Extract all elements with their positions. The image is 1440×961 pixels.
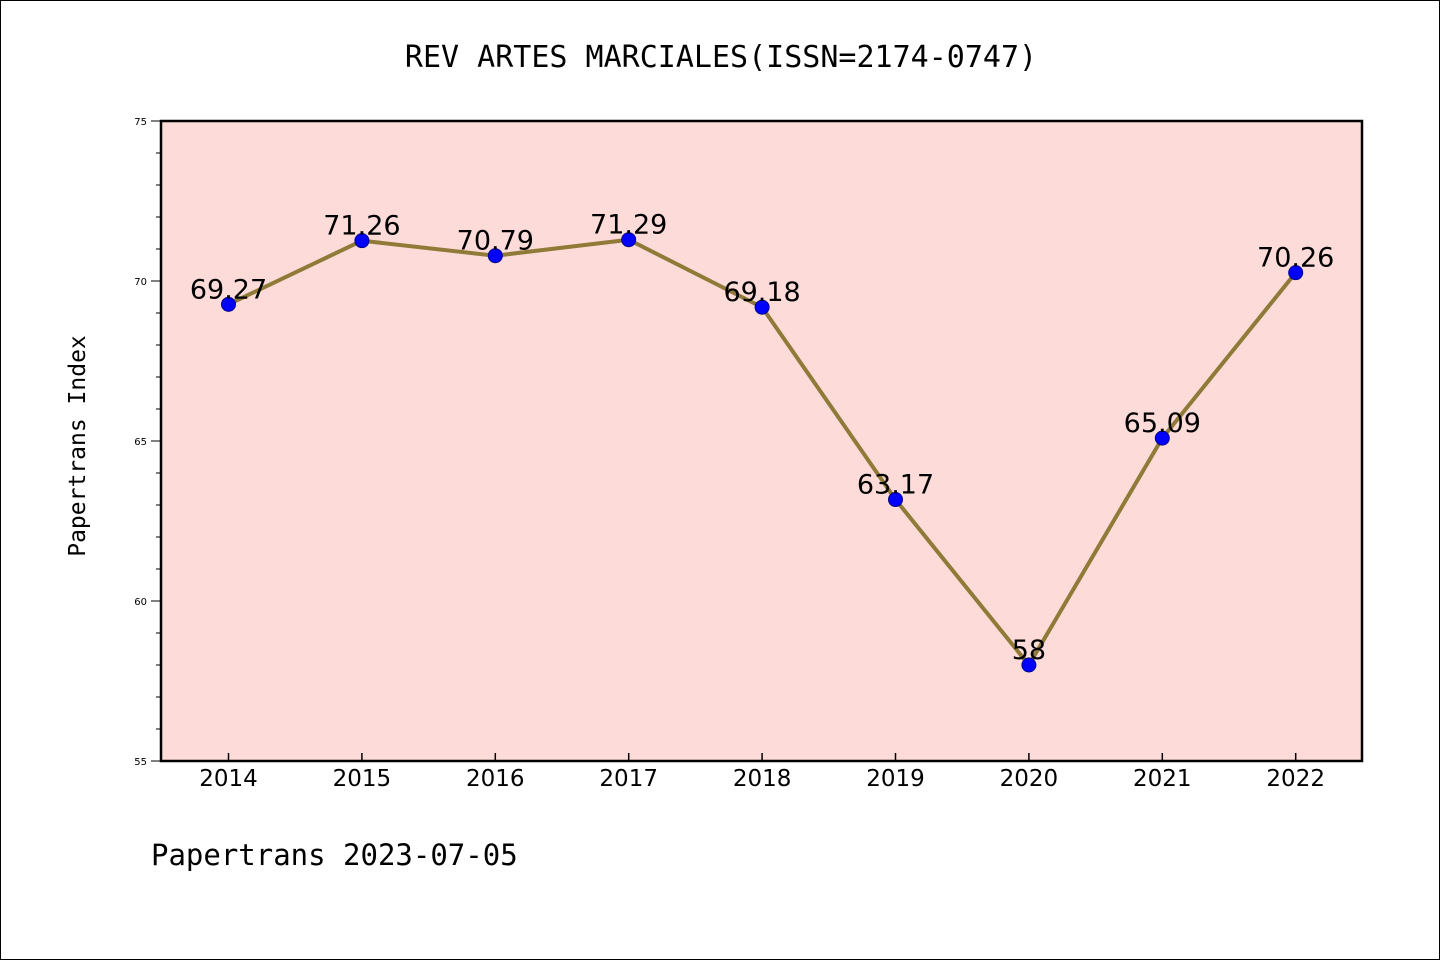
x-axis: 2014 2015 2016 2017 2018 2019 2020 2021 2022 (199, 753, 1325, 792)
data-labels-group: 69.27 71.26 70.79 71.29 69.18 63.17 58 65.09 70.… (190, 210, 1334, 666)
chart-title: REV ARTES MARCIALES(ISSN=2174-0747) (405, 40, 1037, 75)
data-point-2021 (1154, 430, 1170, 446)
x-tick-label: 2019 (866, 766, 925, 792)
data-label-2019: 63.17 (857, 470, 934, 501)
x-tick-label: 2015 (333, 766, 392, 792)
data-label-2015: 71.26 (323, 211, 400, 242)
y-axis-label: Papertrans Index (65, 335, 91, 557)
x-tick-label: 2022 (1266, 766, 1325, 792)
x-tick-label: 2016 (466, 766, 525, 792)
x-tick-label: 2014 (199, 766, 258, 792)
data-label-2016: 70.79 (457, 226, 534, 257)
data-point-2017 (621, 232, 637, 248)
x-tick-label: 2018 (733, 766, 792, 792)
data-point-2019 (888, 492, 903, 508)
data-label-2020: 58 (1012, 635, 1046, 666)
y-tick-label: 60 (134, 597, 147, 608)
y-tick-label: 55 (134, 757, 147, 768)
data-label-2018: 69.18 (723, 277, 800, 308)
x-tick-label: 2017 (599, 766, 658, 792)
x-tick-label: 2020 (1000, 766, 1059, 792)
data-label-2017: 71.29 (590, 210, 667, 241)
data-label-2014: 69.27 (190, 274, 267, 305)
y-tick-label: 65 (134, 437, 147, 448)
data-point-2014 (221, 296, 236, 312)
data-label-2021: 65.09 (1124, 408, 1201, 439)
y-tick-label: 75 (134, 117, 147, 128)
plot-border (159, 119, 1364, 763)
data-label-2022: 70.26 (1257, 243, 1334, 274)
x-tick-label: 2021 (1133, 766, 1192, 792)
data-point-2015 (354, 233, 370, 249)
data-point-2016 (487, 248, 503, 264)
data-point-2020 (1021, 657, 1037, 673)
data-point-2022 (1288, 265, 1304, 281)
markers-group (221, 232, 1304, 673)
data-point-2018 (754, 299, 770, 315)
footer-text: Papertrans 2023-07-05 (151, 838, 518, 872)
y-tick-label: 70 (134, 277, 147, 288)
y-axis: 55 60 65 70 75 (134, 117, 161, 768)
